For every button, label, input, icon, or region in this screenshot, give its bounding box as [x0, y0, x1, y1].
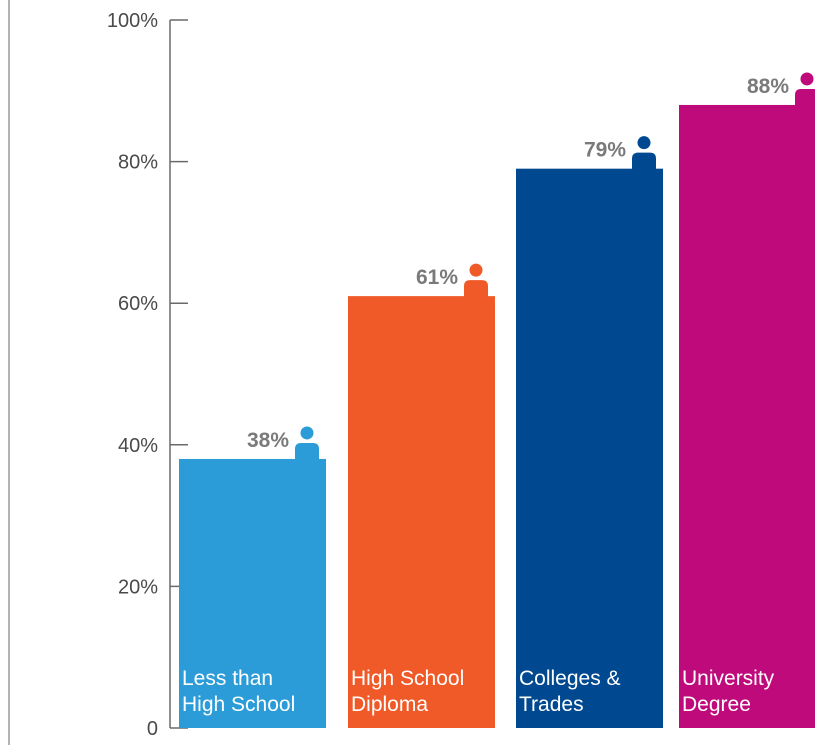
bar-group: 61% High School Diploma: [348, 263, 495, 728]
value-label: 61%: [416, 266, 458, 289]
person-icon: [795, 72, 815, 106]
y-tick-label: 40%: [118, 435, 158, 457]
category-label: Less than: [182, 667, 273, 690]
y-tick-label: 20%: [118, 576, 158, 598]
bar-group: 88% University Degree: [679, 72, 815, 728]
category-label: Trades: [519, 693, 584, 716]
person-body: [632, 152, 656, 170]
y-tick-label: 80%: [118, 152, 158, 174]
value-label: 88%: [747, 75, 789, 98]
y-tick-label: 60%: [118, 293, 158, 315]
person-head: [637, 136, 651, 150]
category-label: High School: [351, 667, 464, 690]
person-body: [795, 88, 815, 106]
person-icon: [632, 136, 656, 170]
bar: [348, 296, 495, 728]
bar: [516, 168, 663, 728]
person-head: [469, 263, 483, 277]
bar-group: 38% Less than High School: [179, 426, 326, 728]
y-axis: 0 20% 40% 60% 80% 100%: [107, 10, 188, 740]
category-label: High School: [182, 693, 295, 716]
person-body: [295, 442, 319, 460]
value-label: 79%: [584, 139, 626, 162]
y-tick-label: 0: [147, 718, 158, 740]
bar-group: 79% Colleges & Trades: [516, 136, 663, 728]
bars: 38% Less than High School 61% High School Dip…: [179, 72, 815, 728]
category-label: Degree: [682, 693, 751, 716]
person-icon: [295, 426, 319, 460]
value-label: 38%: [247, 429, 289, 452]
person-body: [464, 280, 488, 298]
bar: [679, 104, 815, 728]
person-head: [800, 72, 814, 86]
category-label: Colleges &: [519, 667, 621, 690]
person-icon: [464, 263, 488, 298]
category-label: Diploma: [351, 693, 428, 716]
y-tick-label: 100%: [107, 10, 158, 32]
person-head: [300, 426, 314, 440]
category-label: University: [682, 667, 775, 690]
bar: [179, 458, 326, 728]
